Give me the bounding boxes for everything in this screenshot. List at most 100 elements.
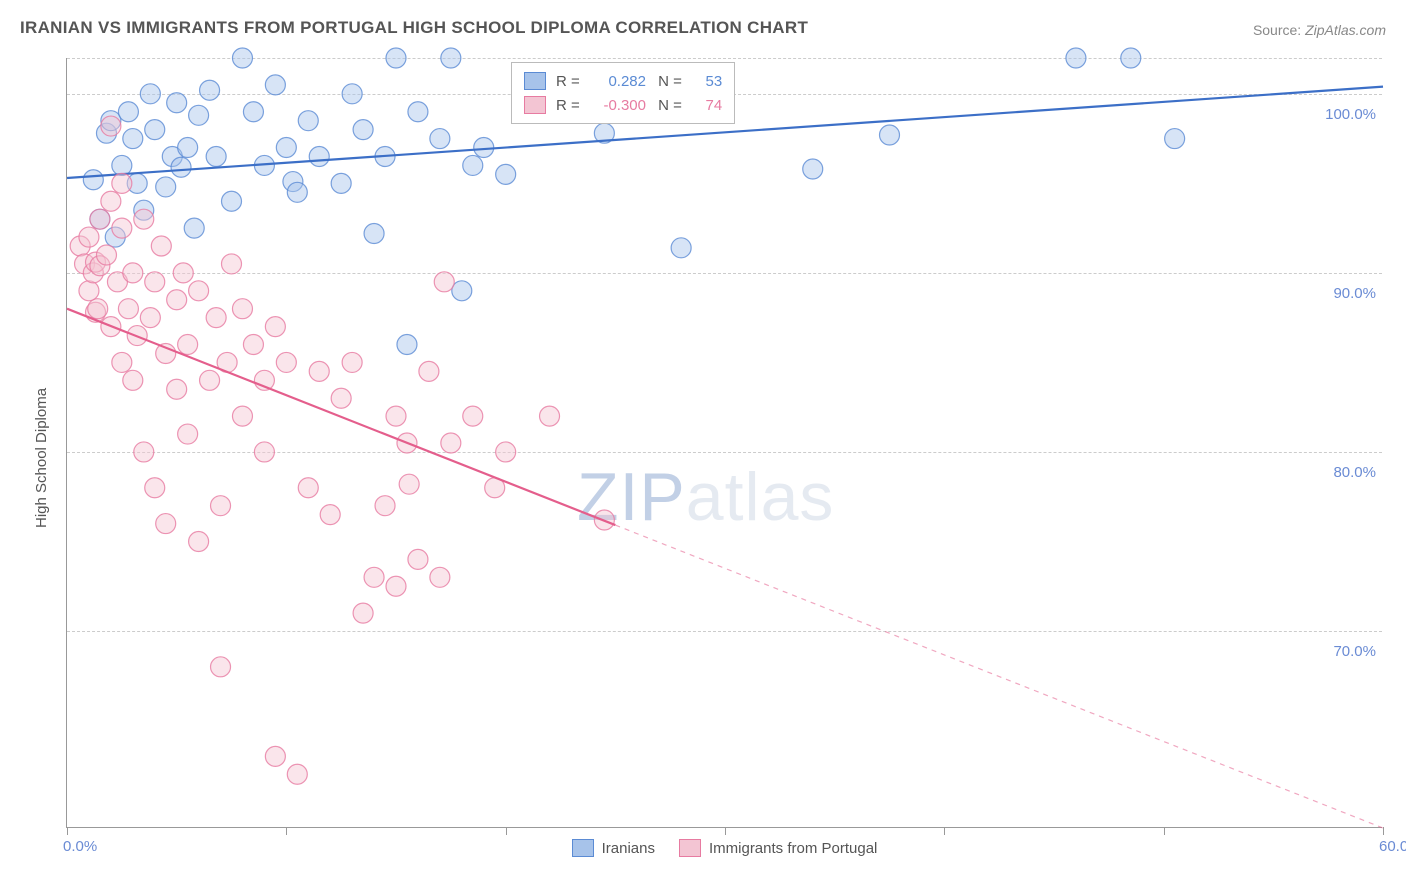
legend-n-label: N = [658, 97, 694, 114]
legend-r-label: R = [556, 73, 590, 90]
scatter-point [254, 442, 274, 462]
scatter-point [178, 335, 198, 355]
scatter-point [145, 272, 165, 292]
scatter-point [430, 567, 450, 587]
scatter-point [156, 514, 176, 534]
scatter-point [309, 146, 329, 166]
scatter-point [309, 361, 329, 381]
series-swatch-iranians [572, 839, 594, 857]
source-attribution: Source: ZipAtlas.com [1253, 22, 1386, 38]
scatter-point [200, 80, 220, 100]
scatter-plot-svg [67, 58, 1382, 827]
scatter-point [211, 657, 231, 677]
scatter-point [123, 129, 143, 149]
y-axis-title: High School Diploma [33, 388, 50, 528]
scatter-point [145, 478, 165, 498]
scatter-point [189, 531, 209, 551]
scatter-point [134, 442, 154, 462]
legend-text-iranians: R =0.282 N =53 [556, 73, 722, 90]
scatter-point [408, 549, 428, 569]
scatter-point [397, 335, 417, 355]
series-legend: Iranians Immigrants from Portugal [67, 839, 1382, 857]
scatter-point [112, 352, 132, 372]
scatter-point [232, 299, 252, 319]
scatter-point [232, 406, 252, 426]
scatter-point [140, 84, 160, 104]
scatter-point [287, 764, 307, 784]
scatter-point [434, 272, 454, 292]
scatter-point [243, 335, 263, 355]
scatter-point [364, 223, 384, 243]
scatter-point [101, 116, 121, 136]
scatter-point [386, 48, 406, 68]
scatter-point [178, 424, 198, 444]
scatter-point [386, 406, 406, 426]
scatter-point [386, 576, 406, 596]
legend-r-label: R = [556, 97, 590, 114]
scatter-point [112, 218, 132, 238]
scatter-point [540, 406, 560, 426]
series-legend-portugal: Immigrants from Portugal [679, 839, 877, 857]
scatter-point [222, 191, 242, 211]
scatter-point [184, 218, 204, 238]
correlation-legend: R =0.282 N =53 R =-0.300 N =74 [511, 62, 735, 124]
x-tick [725, 827, 726, 835]
y-tick-label: 80.0% [1333, 464, 1376, 481]
scatter-point [200, 370, 220, 390]
scatter-point [79, 227, 99, 247]
scatter-point [1066, 48, 1086, 68]
scatter-point [298, 111, 318, 131]
scatter-point [265, 317, 285, 337]
y-tick-label: 70.0% [1333, 643, 1376, 660]
scatter-point [112, 173, 132, 193]
scatter-point [276, 352, 296, 372]
scatter-point [496, 164, 516, 184]
x-tick [1383, 827, 1384, 835]
scatter-point [399, 474, 419, 494]
chart-title: IRANIAN VS IMMIGRANTS FROM PORTUGAL HIGH… [20, 18, 808, 38]
scatter-point [320, 505, 340, 525]
scatter-point [353, 603, 373, 623]
scatter-point [151, 236, 171, 256]
scatter-point [88, 299, 108, 319]
legend-row-portugal: R =-0.300 N =74 [524, 93, 722, 117]
y-tick-label: 100.0% [1325, 106, 1376, 123]
scatter-point [408, 102, 428, 122]
scatter-point [276, 138, 296, 158]
legend-r-value-portugal: -0.300 [590, 97, 646, 114]
scatter-point [430, 129, 450, 149]
scatter-point [156, 177, 176, 197]
source-name: ZipAtlas.com [1305, 22, 1386, 38]
scatter-point [189, 105, 209, 125]
x-tick [286, 827, 287, 835]
scatter-point [463, 406, 483, 426]
scatter-point [342, 84, 362, 104]
chart-plot-area: High School Diploma ZIPatlas R =0.282 N … [66, 58, 1382, 828]
scatter-point [1165, 129, 1185, 149]
scatter-point [189, 281, 209, 301]
scatter-point [83, 170, 103, 190]
source-prefix: Source: [1253, 22, 1305, 38]
scatter-point [140, 308, 160, 328]
scatter-point [452, 281, 472, 301]
scatter-point [112, 155, 132, 175]
scatter-point [331, 388, 351, 408]
scatter-point [441, 433, 461, 453]
x-tick [67, 827, 68, 835]
scatter-point [134, 209, 154, 229]
legend-text-portugal: R =-0.300 N =74 [556, 97, 722, 114]
scatter-point [118, 299, 138, 319]
scatter-point [206, 146, 226, 166]
legend-r-value-iranians: 0.282 [590, 73, 646, 90]
scatter-point [167, 379, 187, 399]
scatter-point [173, 263, 193, 283]
scatter-point [803, 159, 823, 179]
series-legend-iranians: Iranians [572, 839, 655, 857]
scatter-point [441, 48, 461, 68]
regression-line-dashed [615, 525, 1383, 828]
scatter-point [90, 209, 110, 229]
scatter-point [265, 75, 285, 95]
scatter-point [419, 361, 439, 381]
scatter-point [101, 191, 121, 211]
scatter-point [287, 182, 307, 202]
